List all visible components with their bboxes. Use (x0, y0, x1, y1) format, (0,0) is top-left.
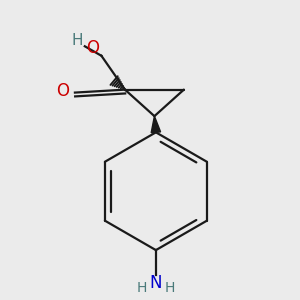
Text: O: O (86, 39, 99, 57)
Text: H: H (165, 281, 175, 295)
Text: O: O (56, 82, 69, 100)
Text: H: H (72, 33, 83, 48)
Text: N: N (150, 274, 162, 292)
Text: H: H (136, 281, 147, 295)
Polygon shape (151, 116, 160, 133)
